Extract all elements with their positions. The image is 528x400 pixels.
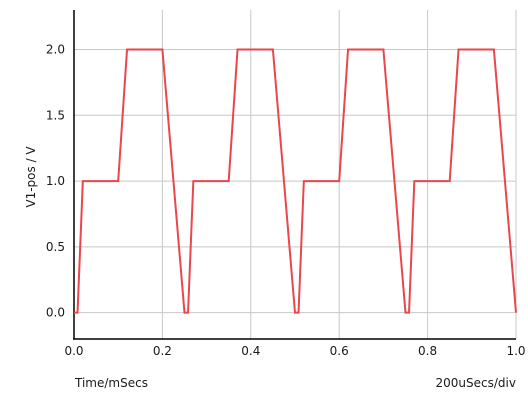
x-tick-label: 0.6 [330, 344, 349, 358]
x-tick-label: 0.0 [64, 344, 83, 358]
y-tick-label: 1.0 [46, 174, 65, 188]
series-layer [74, 48, 517, 314]
x-tick-label: 1.0 [506, 344, 525, 358]
series-line [74, 48, 517, 314]
y-tick-label: 0.5 [46, 240, 65, 254]
y-tick-label: 2.0 [46, 42, 65, 56]
x-tick-label: 0.4 [241, 344, 260, 358]
x-tick-label: 0.2 [153, 344, 172, 358]
x-axis-label: Time/mSecs [74, 376, 148, 390]
y-tick-label: 0.0 [46, 306, 65, 320]
y-tick-label: 1.5 [46, 108, 65, 122]
y-axis-label: V1-pos / V [24, 146, 38, 208]
axes [73, 10, 516, 340]
y-tick-labels: 0.0 0.5 1.0 1.5 2.0 [46, 42, 65, 319]
time-scale-label: 200uSecs/div [436, 376, 516, 390]
x-tick-label: 0.8 [418, 344, 437, 358]
x-tick-labels: 0.0 0.2 0.4 0.6 0.8 1.0 [64, 344, 525, 358]
